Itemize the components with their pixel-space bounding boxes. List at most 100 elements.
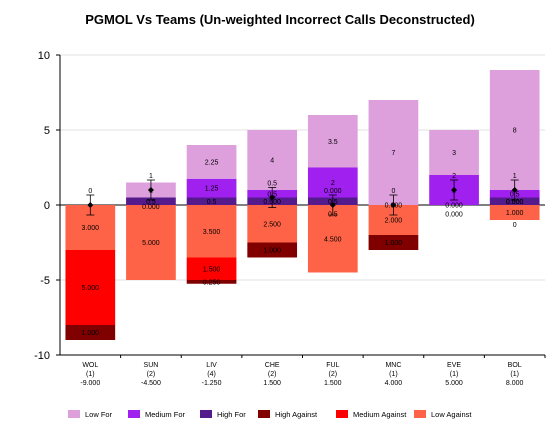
data-label: 0.5 bbox=[328, 212, 338, 219]
data-label: 3.000 bbox=[82, 225, 100, 232]
data-label: 1.000 bbox=[82, 330, 100, 337]
bar-segment bbox=[186, 178, 237, 198]
category-label: (1) bbox=[510, 371, 519, 378]
category-label: 5.000 bbox=[445, 380, 463, 387]
category-label: BOL bbox=[508, 362, 522, 369]
data-label: 0.5 bbox=[146, 199, 156, 206]
bar-segment bbox=[247, 205, 298, 243]
bar-segment bbox=[186, 205, 237, 258]
data-label: 0.5 bbox=[207, 199, 217, 206]
data-label: 1.000 bbox=[385, 240, 403, 247]
data-label: 1.000 bbox=[263, 248, 281, 255]
error-marker bbox=[269, 194, 276, 201]
error-marker bbox=[451, 187, 458, 193]
data-label: 0.500 bbox=[506, 199, 524, 206]
chart-title: PGMOL Vs Teams (Un-weighted Incorrect Ca… bbox=[85, 12, 475, 27]
marker-label: 2 bbox=[452, 173, 456, 180]
data-label: 2 bbox=[331, 180, 335, 187]
bar-segment bbox=[126, 205, 176, 280]
category-label: CHE bbox=[265, 362, 280, 369]
error-marker bbox=[87, 202, 94, 208]
data-label: 0.000 bbox=[142, 204, 160, 211]
error-marker bbox=[329, 202, 336, 208]
y-tick-label: 5 bbox=[44, 125, 50, 137]
bar-segment bbox=[247, 242, 298, 258]
bar-segment bbox=[186, 280, 237, 284]
bar-segment bbox=[489, 197, 540, 205]
bar-segment bbox=[65, 250, 116, 325]
category-label: (2) bbox=[268, 371, 277, 378]
data-label: 0.000 bbox=[506, 199, 524, 206]
data-label: 1.500 bbox=[203, 266, 221, 273]
data-label: 3.5 bbox=[328, 139, 338, 146]
category-label: -4.500 bbox=[141, 380, 161, 387]
bar-segment bbox=[186, 257, 237, 280]
legend-label: High Against bbox=[275, 410, 318, 419]
category-label: (4) bbox=[207, 371, 216, 378]
y-tick-label: 10 bbox=[38, 50, 50, 62]
marker-label: 1 bbox=[149, 173, 153, 180]
category-label: (1) bbox=[450, 371, 459, 378]
label-layer: 3.0005.0001.0000.515.0000.51.252.253.500… bbox=[82, 128, 524, 338]
axis-layer: 1050-5-10WOL(1)-9.000SUN(2)-4.500LIV(4)-… bbox=[34, 50, 546, 387]
legend-swatch bbox=[128, 410, 140, 418]
bar-segment bbox=[368, 100, 419, 205]
data-label: 0 bbox=[513, 222, 517, 229]
bar-segment bbox=[65, 325, 116, 340]
data-label: 7 bbox=[391, 150, 395, 157]
marker-label: 0 bbox=[88, 188, 92, 195]
data-label: 1.25 bbox=[205, 186, 219, 193]
category-label: (1) bbox=[389, 371, 398, 378]
legend-label: Low Against bbox=[431, 410, 472, 419]
legend-swatch bbox=[258, 410, 270, 418]
bar-segment bbox=[307, 205, 358, 273]
category-label: SUN bbox=[144, 362, 159, 369]
category-label: -9.000 bbox=[80, 380, 100, 387]
marker-label: 0 bbox=[391, 188, 395, 195]
category-label: (2) bbox=[147, 371, 156, 378]
marker-label: 1 bbox=[513, 173, 517, 180]
bar-segment bbox=[489, 70, 540, 190]
category-label: 8.000 bbox=[506, 380, 524, 387]
marker-label: 0.000 bbox=[324, 188, 342, 195]
category-label: FUL bbox=[326, 362, 339, 369]
data-label: 0.000 bbox=[445, 212, 463, 219]
data-label: 4.500 bbox=[324, 236, 342, 243]
y-tick-label: -10 bbox=[34, 350, 50, 362]
error-marker bbox=[390, 202, 397, 208]
category-label: 1.500 bbox=[263, 380, 281, 387]
category-label: (1) bbox=[86, 371, 95, 378]
category-label: LIV bbox=[206, 362, 217, 369]
category-label: MNC bbox=[385, 362, 401, 369]
bar-segment bbox=[489, 205, 540, 220]
legend-label: Medium Against bbox=[353, 410, 407, 419]
data-label: 5.000 bbox=[82, 285, 100, 292]
legend-swatch bbox=[68, 410, 80, 418]
data-label: 1.000 bbox=[506, 210, 524, 217]
legend-label: High For bbox=[217, 410, 246, 419]
category-label: -1.250 bbox=[202, 380, 222, 387]
category-label: EVE bbox=[447, 362, 461, 369]
category-label: (2) bbox=[329, 371, 338, 378]
bar-segment bbox=[186, 197, 237, 205]
legend-label: Low For bbox=[85, 410, 113, 419]
data-label: 2.25 bbox=[205, 159, 219, 166]
data-label: 4 bbox=[270, 158, 274, 165]
legend-swatch bbox=[336, 410, 348, 418]
data-label: 0.250 bbox=[203, 279, 221, 286]
data-label: 3 bbox=[452, 150, 456, 157]
data-label: 2.000 bbox=[385, 218, 403, 225]
bar-segment bbox=[368, 235, 419, 250]
bar-segment bbox=[247, 130, 298, 190]
data-label: 0.000 bbox=[385, 203, 403, 210]
y-tick-label: 0 bbox=[44, 200, 50, 212]
bar-segment bbox=[186, 145, 237, 179]
y-tick-label: -5 bbox=[40, 275, 50, 287]
data-label: 8 bbox=[513, 128, 517, 135]
legend-swatch bbox=[414, 410, 426, 418]
bar-segment bbox=[126, 197, 176, 205]
bar-segment bbox=[307, 167, 358, 198]
error-marker bbox=[147, 187, 154, 193]
legend-label: Medium For bbox=[145, 410, 186, 419]
